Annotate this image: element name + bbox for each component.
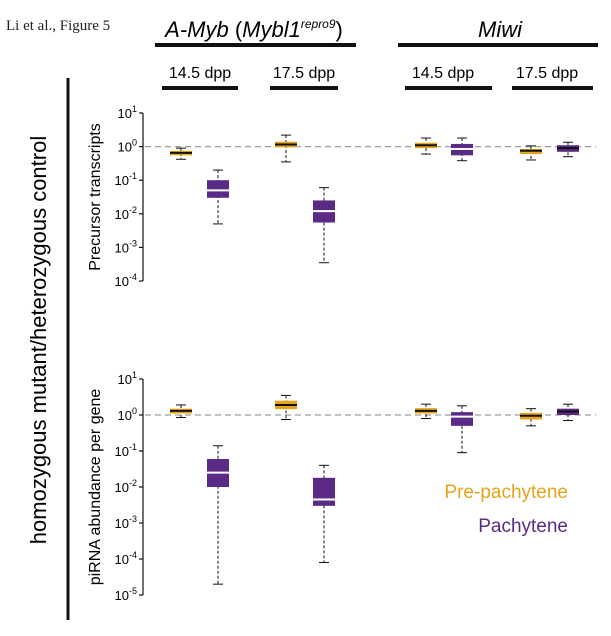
condition-label: 14.5 dpp: [412, 65, 474, 82]
box-pre-pachytene: [275, 134, 297, 163]
box-pachytene: [313, 187, 335, 264]
y-tick-label: 10-1: [115, 171, 137, 188]
box-pachytene: [207, 169, 229, 225]
y-tick-label: 10-4: [115, 272, 137, 289]
y-tick-label: 101: [118, 104, 137, 121]
y-tick-label: 10-3: [115, 238, 137, 255]
box-pre-pachytene: [520, 408, 542, 427]
condition-label: 17.5 dpp: [273, 65, 335, 82]
panel-precursor-transcripts: 101 100 10-1 10-2 10-3 10-4 Precursor transcri…: [87, 104, 596, 289]
y-tick-label: 10-4: [115, 550, 137, 567]
box-iqr: [207, 180, 229, 198]
legend-pre-pachytene: Pre-pachytene: [444, 482, 568, 503]
box-iqr: [451, 412, 473, 426]
outer-y-label: homozygous mutant/heterozygous control: [26, 136, 51, 544]
box-pre-pachytene: [520, 145, 542, 161]
box-pre-pachytene: [170, 147, 192, 160]
box-pachytene: [313, 464, 335, 563]
y-tick-label: 10-2: [115, 478, 137, 495]
legend-pachytene: Pachytene: [478, 516, 568, 537]
panel-pirna-abundance: 101 100 10-1 10-2 10-3 10-4 10-5 piRNA abundanc…: [87, 370, 596, 603]
box-pre-pachytene: [170, 404, 192, 419]
y-tick-label: 101: [118, 370, 137, 387]
box-pre-pachytene: [415, 403, 437, 419]
box-pre-pachytene: [415, 137, 437, 155]
y-tick-label: 10-2: [115, 205, 137, 222]
y-tick-label: 100: [118, 406, 137, 423]
y-axis-label: Precursor transcripts: [87, 123, 104, 271]
y-tick-label: 10-3: [115, 514, 137, 531]
condition-label: 14.5 dpp: [169, 65, 231, 82]
y-axis-label: piRNA abundance per gene: [87, 389, 104, 586]
box-pachytene: [557, 403, 579, 422]
y-tick-label: 10-5: [115, 586, 137, 603]
box-iqr: [313, 477, 335, 506]
box-pre-pachytene: [275, 394, 297, 420]
group-header-miwi: Miwi: [478, 17, 523, 42]
box-pachytene: [451, 405, 473, 454]
box-pachytene: [557, 141, 579, 158]
y-tick-label: 10-1: [115, 442, 137, 459]
condition-label: 17.5 dpp: [516, 65, 578, 82]
figure-label: Li et al., Figure 5: [6, 18, 110, 34]
y-tick-label: 100: [118, 138, 137, 155]
condition-headers: 14.5 dpp 17.5 dpp 14.5 dpp 17.5 dpp: [162, 65, 593, 90]
box-pachytene: [207, 445, 229, 585]
group-header-amyb: A-Myb (Mybl1repro9): [163, 17, 343, 42]
box-pachytene: [451, 137, 473, 162]
